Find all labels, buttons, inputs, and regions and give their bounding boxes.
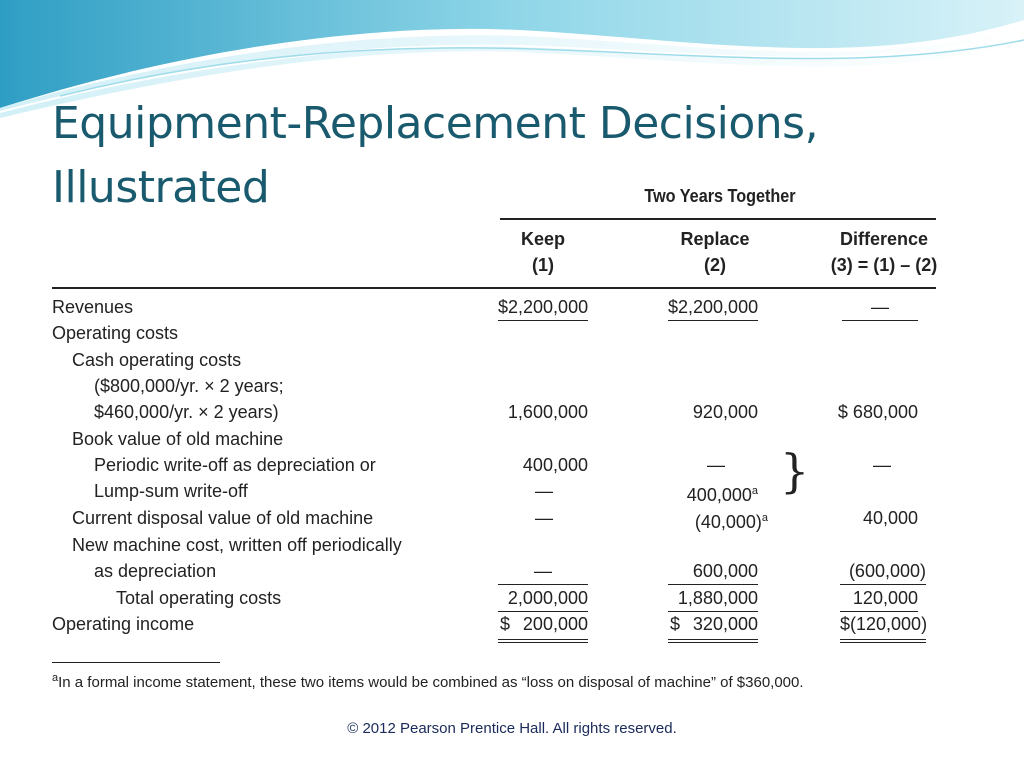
page-title: Equipment-Replacement Decisions, Illustr…	[52, 92, 819, 220]
footnote-marker: a	[751, 485, 758, 497]
cell-keep-total-costs: 2,000,000	[498, 585, 588, 612]
cell-replace-income-currency: $	[670, 614, 681, 634]
column-header-keep-label: Keep	[520, 229, 565, 249]
double-rule-replace-1	[668, 639, 758, 640]
cell-replace-lump-sum-value: 400,000	[686, 485, 752, 505]
cell-replace-periodic: —	[707, 455, 725, 475]
cell-replace-income: 320,000	[692, 614, 758, 634]
cell-replace-disposal-value: (40,000)	[694, 512, 762, 532]
row-label-as-depreciation: as depreciation	[94, 561, 217, 581]
group-header-rule	[500, 218, 936, 220]
page-title-line-2: Illustrated	[52, 162, 270, 213]
column-header-difference: Difference (3) = (1) – (2)	[822, 226, 946, 278]
double-rule-keep-2	[498, 642, 588, 643]
footnote: aIn a formal income statement, these two…	[52, 672, 804, 691]
footnote-text: In a formal income statement, these two …	[58, 674, 804, 691]
row-label-revenues: Revenues	[52, 297, 134, 317]
cell-replace-cash-costs: 920,000	[692, 402, 758, 422]
cell-replace-revenues: $2,200,000	[668, 294, 758, 321]
double-rule-diff-2	[840, 642, 926, 643]
column-header-replace: Replace (2)	[660, 226, 770, 278]
row-label-cash-calc-line2: $460,000/yr. × 2 years)	[94, 402, 279, 422]
header-rule	[52, 287, 936, 289]
cell-diff-new-machine: (600,000)	[840, 558, 926, 585]
cell-keep-disposal: —	[535, 508, 553, 528]
column-header-difference-label: Difference	[839, 229, 929, 249]
column-header-replace-sub: (2)	[704, 255, 726, 275]
footnote-marker: a	[761, 512, 768, 524]
cell-diff-periodic: —	[873, 455, 891, 475]
double-rule-replace-2	[668, 642, 758, 643]
footnote-marker: a	[52, 672, 59, 684]
page-title-line-1: Equipment-Replacement Decisions,	[52, 98, 819, 149]
column-header-replace-label: Replace	[680, 229, 750, 249]
row-label-cash-operating-costs: Cash operating costs	[72, 350, 242, 370]
row-label-disposal-value: Current disposal value of old machine	[72, 508, 374, 528]
cell-replace-disposal: (40,000)a	[658, 505, 768, 535]
header-wave-decoration	[0, 0, 1024, 118]
row-label-total-operating-costs: Total operating costs	[116, 588, 282, 608]
row-label-periodic-write-off: Periodic write-off as depreciation or	[94, 455, 376, 475]
cell-replace-lump-sum: 400,000a	[658, 478, 758, 508]
cell-keep-cash-costs: 1,600,000	[507, 402, 588, 422]
footnote-rule	[52, 662, 220, 663]
cell-keep-income-currency: $	[500, 614, 511, 634]
cell-diff-income: $(120,000)	[840, 614, 928, 634]
cell-keep-lump-sum: —	[535, 481, 553, 501]
cell-diff-total-costs: 120,000	[840, 585, 918, 612]
row-label-book-value: Book value of old machine	[72, 429, 284, 449]
column-header-difference-sub: (3) = (1) – (2)	[830, 255, 938, 275]
cell-diff-revenues: —	[842, 294, 918, 321]
cell-diff-cash-costs: $ 680,000	[837, 402, 918, 422]
cell-keep-revenues: $2,200,000	[498, 294, 588, 321]
cell-replace-total-costs: 1,880,000	[668, 585, 758, 612]
row-label-operating-income: Operating income	[52, 614, 195, 634]
double-rule-keep-1	[498, 639, 588, 640]
cell-replace-new-machine: 600,000	[668, 558, 758, 585]
cell-keep-new-machine: —	[498, 558, 588, 585]
row-label-new-machine-cost: New machine cost, written off periodical…	[72, 535, 402, 555]
cell-keep-periodic: 400,000	[522, 455, 588, 475]
brace-icon: }	[780, 444, 810, 498]
double-rule-diff-1	[840, 639, 926, 640]
column-header-keep-sub: (1)	[532, 255, 554, 275]
cell-diff-disposal: 40,000	[862, 508, 918, 528]
cell-keep-income: 200,000	[522, 614, 588, 634]
row-label-lump-sum: Lump-sum write-off	[94, 481, 248, 501]
copyright-footer: © 2012 Pearson Prentice Hall. All rights…	[347, 720, 677, 737]
group-header: Two Years Together	[644, 186, 796, 206]
row-label-cash-calc-line1: ($800,000/yr. × 2 years;	[94, 376, 284, 396]
column-header-keep: Keep (1)	[498, 226, 588, 278]
row-label-operating-costs: Operating costs	[52, 323, 179, 343]
